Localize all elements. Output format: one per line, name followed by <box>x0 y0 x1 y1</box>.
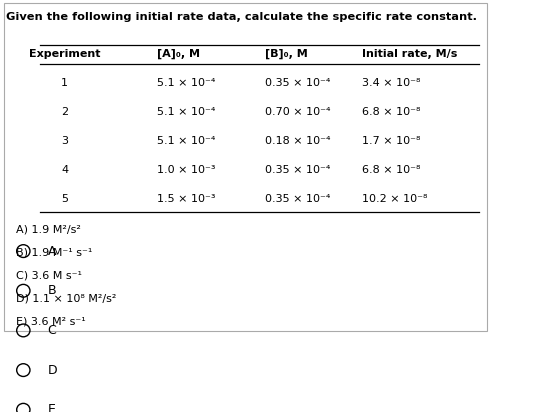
Text: E: E <box>48 403 55 412</box>
Text: C) 3.6 M s⁻¹: C) 3.6 M s⁻¹ <box>16 271 82 281</box>
Text: 5.1 × 10⁻⁴: 5.1 × 10⁻⁴ <box>157 107 216 117</box>
Text: A: A <box>48 245 56 258</box>
Text: 2: 2 <box>61 107 69 117</box>
Text: 1: 1 <box>61 77 69 87</box>
Text: 5.1 × 10⁻⁴: 5.1 × 10⁻⁴ <box>157 77 216 87</box>
Text: 6.8 × 10⁻⁸: 6.8 × 10⁻⁸ <box>362 107 421 117</box>
Text: 0.18 × 10⁻⁴: 0.18 × 10⁻⁴ <box>265 136 330 145</box>
Text: Experiment: Experiment <box>29 49 101 59</box>
Text: Given the following initial rate data, calculate the specific rate constant.: Given the following initial rate data, c… <box>7 12 477 22</box>
Text: 6.8 × 10⁻⁸: 6.8 × 10⁻⁸ <box>362 165 421 175</box>
Text: 0.35 × 10⁻⁴: 0.35 × 10⁻⁴ <box>265 194 330 204</box>
Text: A) 1.9 M²/s²: A) 1.9 M²/s² <box>16 225 81 234</box>
Text: 10.2 × 10⁻⁸: 10.2 × 10⁻⁸ <box>362 194 428 204</box>
Text: 4: 4 <box>61 165 69 175</box>
Text: 1.0 × 10⁻³: 1.0 × 10⁻³ <box>157 165 216 175</box>
Text: B: B <box>48 284 57 297</box>
Text: [B]₀, M: [B]₀, M <box>265 49 307 59</box>
Text: D: D <box>48 364 57 377</box>
Text: 0.35 × 10⁻⁴: 0.35 × 10⁻⁴ <box>265 165 330 175</box>
Text: [A]₀, M: [A]₀, M <box>157 49 200 59</box>
Text: 1.5 × 10⁻³: 1.5 × 10⁻³ <box>157 194 216 204</box>
Text: 5.1 × 10⁻⁴: 5.1 × 10⁻⁴ <box>157 136 216 145</box>
Text: 0.35 × 10⁻⁴: 0.35 × 10⁻⁴ <box>265 77 330 87</box>
Text: D) 1.1 × 10⁸ M²/s²: D) 1.1 × 10⁸ M²/s² <box>16 294 116 304</box>
Text: 1.7 × 10⁻⁸: 1.7 × 10⁻⁸ <box>362 136 421 145</box>
Text: 3: 3 <box>61 136 69 145</box>
Text: 3.4 × 10⁻⁸: 3.4 × 10⁻⁸ <box>362 77 421 87</box>
Text: 5: 5 <box>61 194 69 204</box>
Text: C: C <box>48 324 57 337</box>
Text: B) 1.9 M⁻¹ s⁻¹: B) 1.9 M⁻¹ s⁻¹ <box>16 248 92 258</box>
Text: E) 3.6 M² s⁻¹: E) 3.6 M² s⁻¹ <box>16 316 86 327</box>
Text: 0.70 × 10⁻⁴: 0.70 × 10⁻⁴ <box>265 107 330 117</box>
Text: Initial rate, M/s: Initial rate, M/s <box>362 49 458 59</box>
